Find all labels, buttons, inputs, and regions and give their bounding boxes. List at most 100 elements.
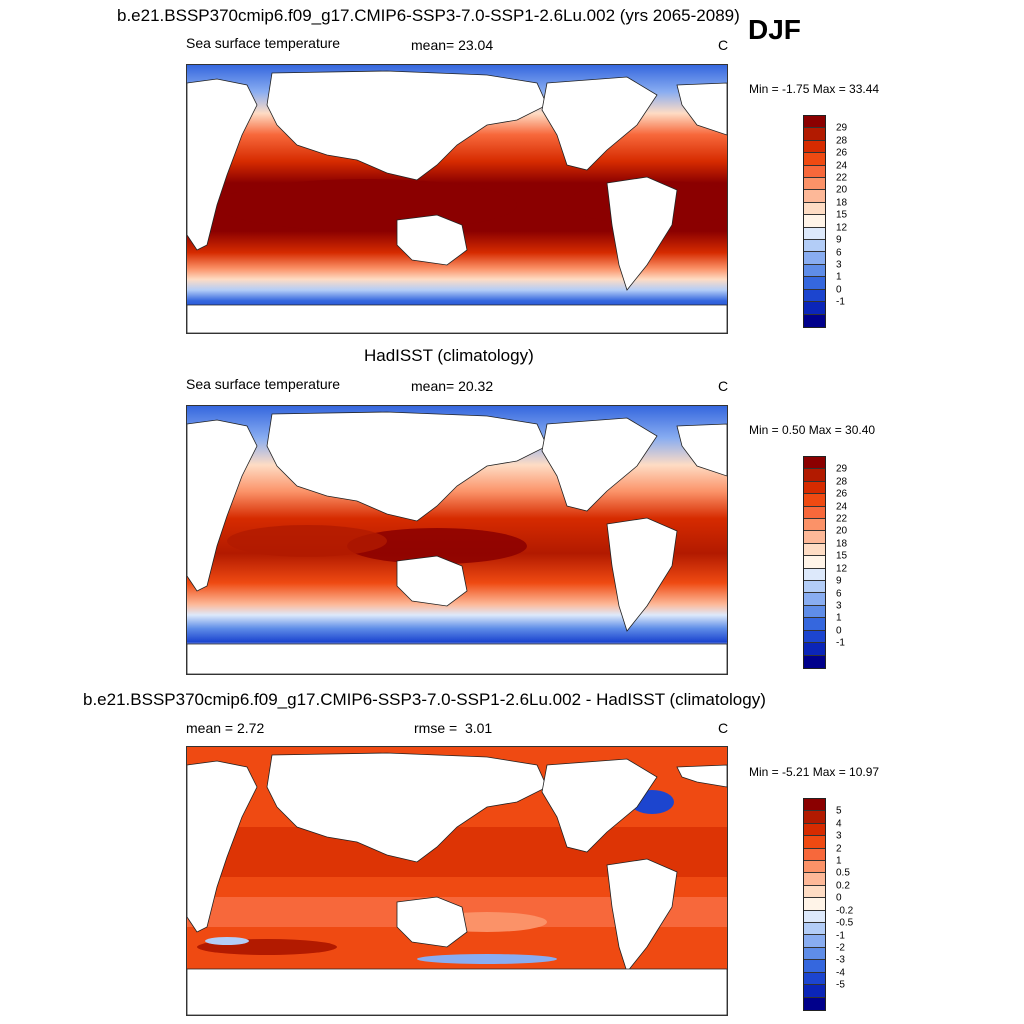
panel-2-title: HadISST (climatology) [364,346,534,365]
colorbar-label: 18 [836,538,848,550]
colorbar-segment [804,227,825,241]
colorbar-segment [804,289,825,303]
colorbar-segment [804,190,825,203]
colorbar-segment [804,240,825,253]
colorbar-segment [804,873,825,886]
colorbar-label: -5 [836,979,845,991]
colorbar-segment [804,799,825,812]
colorbar-segment [804,116,825,129]
colorbar-label: 0.2 [836,880,850,892]
panel-2-variable-label: Sea surface temperature [186,376,341,392]
colorbar-label: 28 [836,476,848,488]
panel-3-colorbar [803,798,826,1011]
colorbar-label: 0 [836,284,842,296]
colorbar-label: 26 [836,488,848,500]
colorbar-label: 29 [836,122,848,134]
colorbar-segment [804,543,825,557]
colorbar-segment [804,593,825,606]
colorbar-segment [804,985,825,998]
colorbar-label: 1 [836,855,842,867]
colorbar-label: -1 [836,930,845,942]
colorbar-segment [804,618,825,631]
colorbar-label: 15 [836,550,848,562]
colorbar-label: 12 [836,222,848,234]
panel-1-minmax: Min = -1.75 Max = 33.44 [749,82,880,96]
panel-2-stat-value: 20.32 [458,378,494,394]
panel-1-map [186,64,728,334]
colorbar-segment [804,848,825,862]
panel-2-map [186,405,728,675]
colorbar-label: 0 [836,892,842,904]
colorbar-segment [804,165,825,179]
colorbar-label: 9 [836,234,842,246]
colorbar-segment [804,506,825,520]
colorbar-segment [804,153,825,166]
panel-3-map [186,746,728,1016]
colorbar-label: -1 [836,296,845,308]
colorbar-label: 1 [836,271,842,283]
colorbar-segment [804,910,825,924]
colorbar-segment [804,178,825,191]
colorbar-label: 29 [836,463,848,475]
colorbar-label: 22 [836,513,848,525]
colorbar-label: -1 [836,637,845,649]
panel-2-stat-label: mean= [411,378,455,394]
colorbar-segment [804,630,825,644]
colorbar-segment [804,469,825,482]
colorbar-segment [804,494,825,507]
colorbar-label: 6 [836,588,842,600]
colorbar-label: -0.2 [836,905,854,917]
panel-1-stat: mean= 23.04 [411,37,493,53]
colorbar-label: -3 [836,954,845,966]
panel-3-stat: rmse = 3.01 [414,720,492,736]
colorbar-segment [804,972,825,986]
colorbar-segment [804,202,825,216]
panel-1-title: b.e21.BSSP370cmip6.f09_g17.CMIP6-SSP3-7.… [117,6,740,25]
colorbar-segment [804,997,825,1010]
panel-1-stat-label: mean= [411,37,455,53]
colorbar-label: 24 [836,501,848,513]
colorbar-segment [804,960,825,973]
colorbar-label: 3 [836,830,842,842]
panel-3-stat-value: 3.01 [464,720,493,736]
colorbar-label: 3 [836,600,842,612]
panel-2-colorbar [803,456,826,669]
colorbar-segment [804,568,825,582]
colorbar-label: 28 [836,135,848,147]
colorbar-label: 5 [836,805,842,817]
panel-3-minmax: Min = -5.21 Max = 10.97 [749,765,880,779]
colorbar-segment [804,302,825,315]
panel-3-map-svg [187,747,727,1015]
colorbar-label: 9 [836,575,842,587]
colorbar-label: 0 [836,625,842,637]
colorbar-segment [804,861,825,874]
colorbar-label: 12 [836,563,848,575]
colorbar-label: -2 [836,942,845,954]
colorbar-label: 24 [836,160,848,172]
colorbar-segment [804,215,825,228]
colorbar-segment [804,314,825,327]
colorbar-segment [804,605,825,619]
colorbar-label: 1 [836,612,842,624]
colorbar-label: 26 [836,147,848,159]
colorbar-segment [804,923,825,936]
panel-3-stat-label: rmse = [414,720,458,736]
panel-1-units: C [718,37,729,53]
colorbar-label: 20 [836,184,848,196]
colorbar-segment [804,811,825,824]
colorbar-segment [804,885,825,899]
panel-2-map-svg [187,406,727,674]
colorbar-label: 18 [836,197,848,209]
colorbar-segment [804,531,825,544]
panel-2-minmax: Min = 0.50 Max = 30.40 [749,423,876,437]
colorbar-segment [804,140,825,154]
panel-3-title: b.e21.BSSP370cmip6.f09_g17.CMIP6-SSP3-7.… [83,690,766,709]
panel-1-variable-label: Sea surface temperature [186,35,341,51]
panel-1-stat-value: 23.04 [458,37,494,53]
colorbar-segment [804,836,825,849]
colorbar-label: -0.5 [836,917,854,929]
colorbar-label: 2 [836,843,842,855]
colorbar-segment [804,264,825,278]
colorbar-label: 15 [836,209,848,221]
colorbar-segment [804,481,825,495]
